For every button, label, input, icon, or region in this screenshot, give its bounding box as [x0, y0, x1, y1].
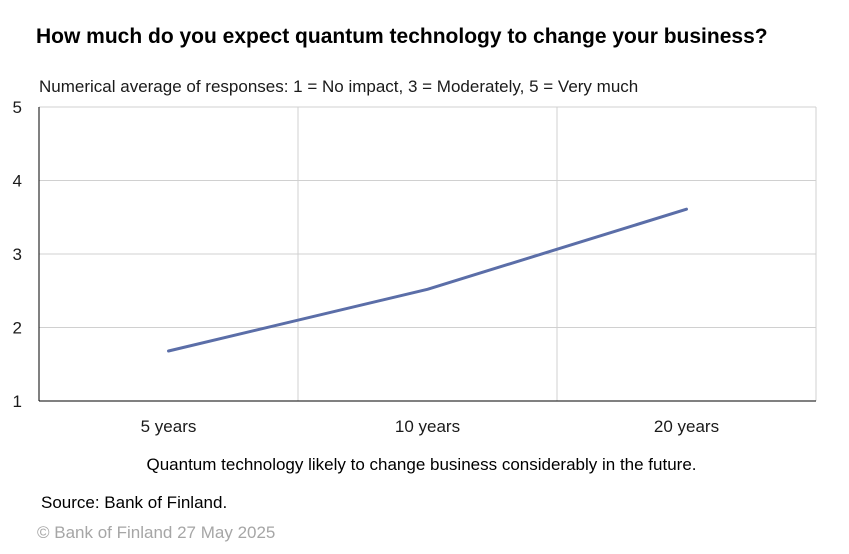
- x-tick-label: 5 years: [141, 417, 197, 436]
- chart-subtitle: Numerical average of responses: 1 = No i…: [39, 77, 639, 96]
- y-tick-label: 2: [13, 319, 22, 338]
- chart-title: How much do you expect quantum technolog…: [36, 25, 768, 48]
- y-tick-label: 1: [13, 392, 22, 411]
- source-note: Source: Bank of Finland.: [41, 493, 228, 512]
- series-group: [167, 207, 688, 353]
- chart-caption: Quantum technology likely to change busi…: [0, 455, 848, 475]
- axes: [38, 107, 816, 402]
- series-line: [167, 207, 688, 353]
- grid-lines: [39, 106, 817, 401]
- x-tick-labels: 5 years 10 years 20 years: [141, 417, 719, 436]
- copyright-note: © Bank of Finland 27 May 2025: [37, 523, 276, 542]
- y-tick-label: 3: [13, 245, 22, 264]
- x-tick-label: 10 years: [395, 417, 460, 436]
- y-tick-labels: 1 2 3 4 5: [13, 98, 22, 411]
- x-tick-label: 20 years: [654, 417, 719, 436]
- y-tick-label: 4: [13, 172, 22, 191]
- y-tick-label: 5: [13, 98, 22, 117]
- chart-caption-text: Quantum technology likely to change busi…: [146, 455, 697, 474]
